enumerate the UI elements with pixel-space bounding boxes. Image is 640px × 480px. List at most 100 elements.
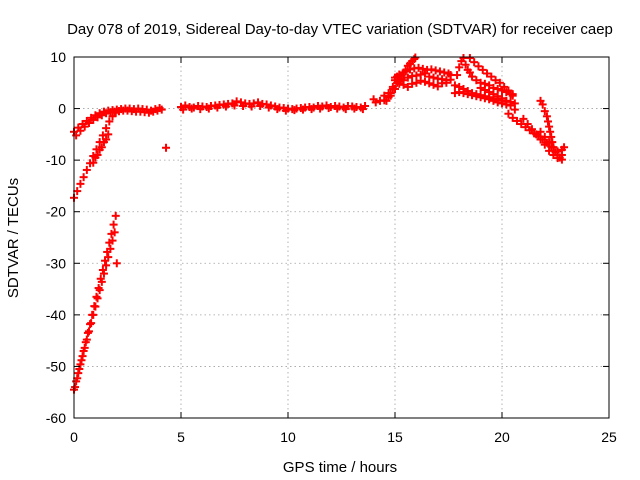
data-point [93,150,102,159]
data-point [76,126,85,135]
data-point [459,89,468,98]
data-point [98,131,107,140]
data-point [149,107,158,116]
data-point [181,101,190,110]
data-point [102,261,111,270]
data-point [103,247,112,256]
data-point [80,122,89,131]
data-point [420,69,429,78]
data-point [179,105,188,114]
data-point [221,102,230,111]
data-point [425,79,434,88]
data-point [105,117,114,126]
data-point [403,82,412,91]
data-point [107,229,116,238]
data-point [538,100,547,109]
data-point [455,63,464,72]
data-point [465,54,474,63]
y-axis-label: SDTVAR / TECUs [5,178,22,298]
data-point [480,86,489,95]
data-point [429,80,438,89]
data-point [491,76,500,85]
data-point [239,101,248,110]
data-point [553,147,562,156]
data-point [527,125,536,134]
data-point [468,91,477,100]
data-point [307,105,316,114]
data-point [512,116,521,125]
data-point [104,130,113,139]
data-point [470,58,479,67]
data-point [548,138,557,147]
y-tick-label: -40 [46,307,66,323]
data-point [519,114,528,123]
data-point [76,360,85,369]
tick-labels: 0 5 10 15 20 25 -60 -50 -40 -30 -20 -10 0 10 [46,49,617,445]
x-tick-label: 10 [280,429,296,445]
data-point [549,150,558,159]
data-point [399,80,408,89]
data-point [71,383,80,392]
data-point [84,327,93,336]
data-point [545,146,554,155]
data-point [382,96,391,105]
data-point [77,356,86,365]
data-point [298,105,307,114]
data-point [273,105,282,114]
data-point [500,82,509,91]
data-point [425,72,434,81]
data-point [485,95,494,104]
y-tick-label: 10 [50,49,66,65]
data-point [324,104,333,113]
y-tick-label: -50 [46,358,66,374]
data-points [70,53,569,394]
data-point [478,65,487,74]
data-point [81,338,90,347]
data-point [72,131,81,140]
data-point [489,96,498,105]
data-point [395,77,404,86]
data-point [463,90,472,99]
data-point [485,88,494,97]
data-point [545,122,554,131]
data-point [557,145,566,154]
data-point [468,72,477,81]
data-point [429,73,438,82]
data-point [446,75,455,84]
data-point [504,86,513,95]
data-point [455,88,464,97]
chart-title: Day 078 of 2019, Sidereal Day-to-day VTE… [67,21,613,38]
data-point [111,211,120,220]
data-point [281,106,290,115]
data-point [487,72,496,81]
data-point [410,55,419,64]
x-tick-label: 25 [601,429,617,445]
data-point [401,67,410,76]
data-point [92,292,101,301]
data-point [98,265,107,274]
data-point [493,84,502,93]
data-point [213,103,222,112]
data-point [472,76,481,85]
data-point [506,101,515,110]
data-point [508,113,517,122]
data-point [93,294,102,303]
data-point [483,69,492,78]
data-point [403,73,412,82]
x-tick-label: 5 [177,429,185,445]
data-point [87,319,96,328]
data-point [408,79,417,88]
data-point [480,94,489,103]
data-point [544,117,553,126]
x-tick-label: 20 [494,429,510,445]
data-point [112,259,121,268]
y-tick-label: -10 [46,152,66,168]
data-point [88,310,97,319]
y-tick-label: -20 [46,204,66,220]
data-point [540,140,549,149]
data-point [93,113,102,122]
data-point [90,302,99,311]
data-point [508,90,517,99]
data-point [97,143,106,152]
data-point [391,73,399,82]
